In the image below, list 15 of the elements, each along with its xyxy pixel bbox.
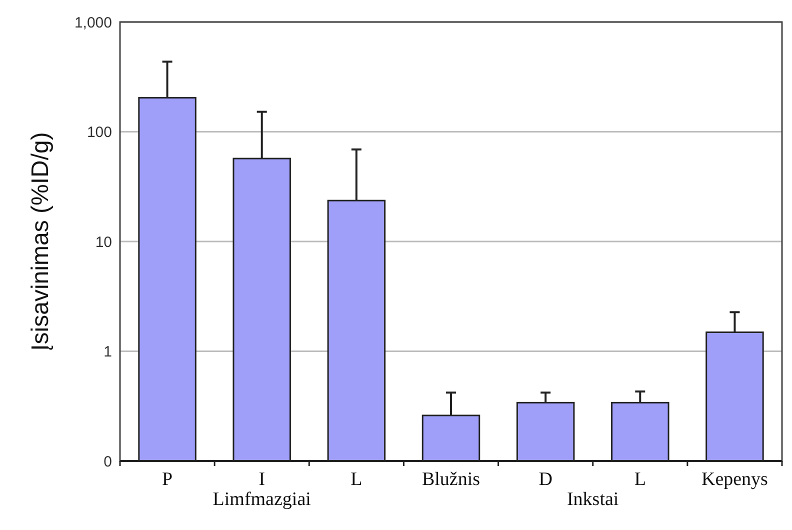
y-tick-label: 1,000 <box>74 14 112 32</box>
y-axis-title: Įsisavinimas (%ID/g) <box>27 132 54 351</box>
text: Limfmazgiai <box>212 489 311 510</box>
y-tick-label: 1 <box>104 344 112 360</box>
x-tick-label: Blužnis <box>422 469 480 490</box>
text: Inkstai <box>567 489 619 510</box>
y-tick-label: 0 <box>104 453 112 470</box>
x-tick-label: I <box>258 469 266 490</box>
x-tick-label: L <box>634 469 646 490</box>
y-tick-label: 100 <box>86 124 112 141</box>
x-tick-label: Kepenys <box>701 469 768 490</box>
x-tick-label: P <box>162 469 173 490</box>
x-tick-label: L <box>350 469 362 490</box>
x-tick-label: D <box>538 469 552 490</box>
y-tick-label: 10 <box>95 234 112 251</box>
